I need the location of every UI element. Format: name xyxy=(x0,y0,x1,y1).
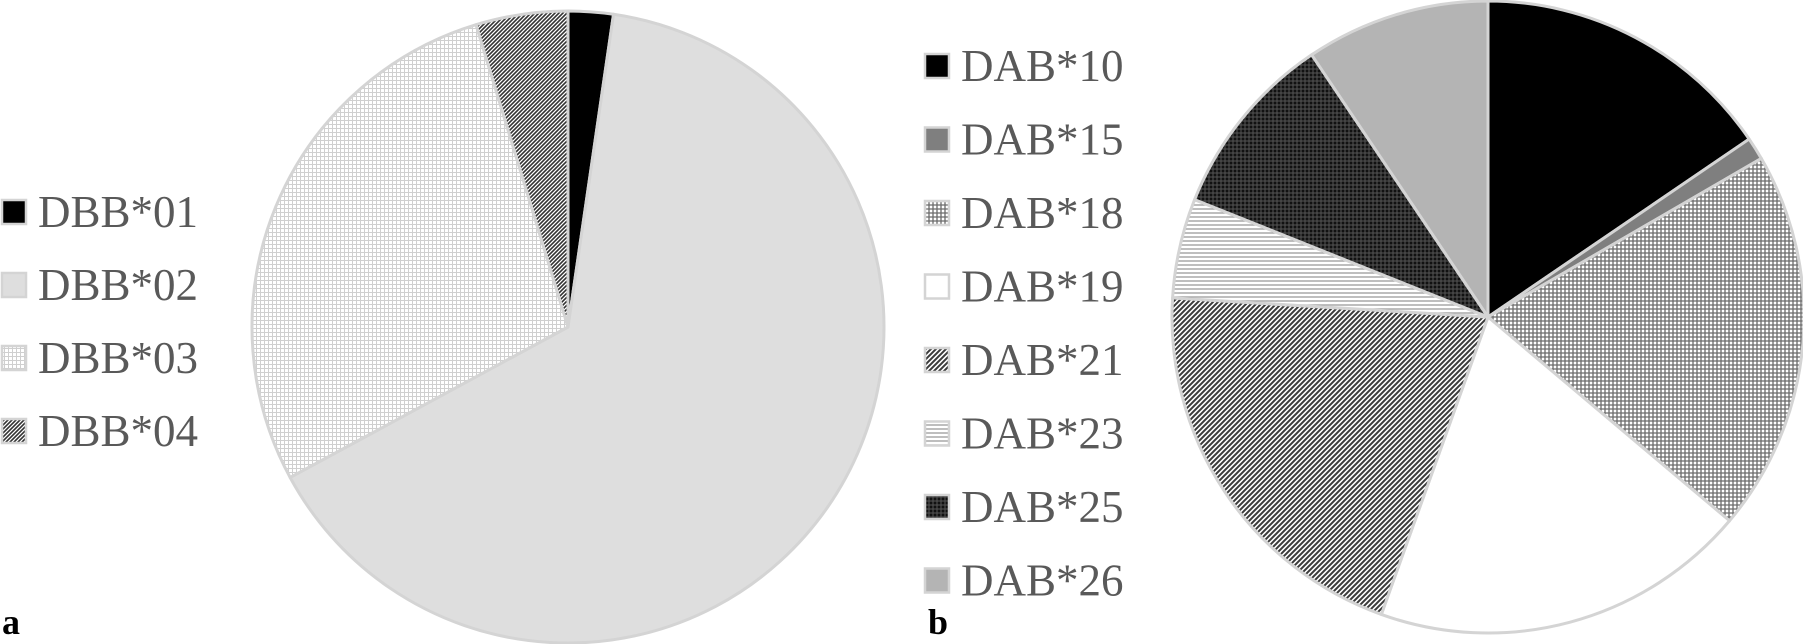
legend-label: DAB*15 xyxy=(961,115,1124,165)
legend-swatch xyxy=(0,417,28,445)
chart-b-legend: DAB*10 DAB*15 DAB*18 DAB*19 DAB*21 DAB*23 DAB*… xyxy=(923,41,1124,606)
pie-slice-dab-19 xyxy=(1379,315,1732,635)
legend-swatch xyxy=(923,567,951,594)
legend-swatch xyxy=(0,344,28,372)
legend-label: DAB*18 xyxy=(961,188,1124,238)
pie-slice-dab-10 xyxy=(1486,0,1751,319)
pie-slice-dab-21 xyxy=(1170,296,1490,616)
legend-item-dab-25: DAB*25 xyxy=(923,482,1124,532)
chart-a-legend: DBB*01 DBB*02 DBB*03 DBB*04 xyxy=(0,187,198,456)
pie-slice-dab-25 xyxy=(1193,53,1490,319)
legend-item-dab-26: DAB*26 xyxy=(923,556,1124,606)
legend-item-dab-10: DAB*10 xyxy=(923,41,1124,91)
legend-item-dab-15: DAB*15 xyxy=(923,115,1124,165)
legend-item-dab-19: DAB*19 xyxy=(923,262,1124,312)
legend-label: DAB*26 xyxy=(961,556,1124,606)
legend-label: DBB*04 xyxy=(38,406,198,456)
legend-item-dbb-04: DBB*04 xyxy=(0,406,198,456)
legend-label: DAB*25 xyxy=(961,482,1124,532)
legend-label: DBB*03 xyxy=(38,333,198,383)
legend-swatch xyxy=(923,52,951,80)
chart-b-panel-label: b xyxy=(928,602,948,642)
pie-slice-dbb-02 xyxy=(288,12,886,644)
chart-b: DAB*10 DAB*15 DAB*18 DAB*19 DAB*21 DAB*23 DAB*… xyxy=(923,0,1803,642)
legend-swatch xyxy=(923,199,951,227)
pie-slice-dab-26 xyxy=(1310,0,1490,319)
legend-item-dbb-01: DBB*01 xyxy=(0,187,198,237)
legend-label: DAB*19 xyxy=(961,262,1124,312)
legend-label: DBB*01 xyxy=(38,187,198,237)
chart-a: DBB*01 DBB*02 DBB*03 DBB*04 a xyxy=(0,9,886,644)
legend-swatch xyxy=(0,271,28,299)
legend-swatch xyxy=(923,420,951,447)
legend-swatch xyxy=(923,273,951,300)
legend-label: DAB*10 xyxy=(961,41,1124,91)
legend-item-dab-23: DAB*23 xyxy=(923,409,1124,459)
chart-a-pie xyxy=(250,9,886,644)
legend-label: DAB*21 xyxy=(961,335,1124,385)
chart-a-panel-label: a xyxy=(2,602,20,642)
legend-swatch xyxy=(923,493,951,521)
legend-item-dbb-03: DBB*03 xyxy=(0,333,198,383)
pie-slice-dbb-04 xyxy=(474,9,570,329)
legend-item-dab-18: DAB*18 xyxy=(923,188,1124,238)
legend-swatch xyxy=(923,126,951,153)
legend-swatch xyxy=(923,346,951,374)
pie-slice-dbb-03 xyxy=(250,23,570,479)
legend-label: DAB*23 xyxy=(961,409,1124,459)
legend-item-dab-21: DAB*21 xyxy=(923,335,1124,385)
legend-item-dbb-02: DBB*02 xyxy=(0,260,198,310)
legend-label: DBB*02 xyxy=(38,260,198,310)
legend-swatch xyxy=(0,198,28,226)
chart-b-pie xyxy=(1170,0,1803,635)
